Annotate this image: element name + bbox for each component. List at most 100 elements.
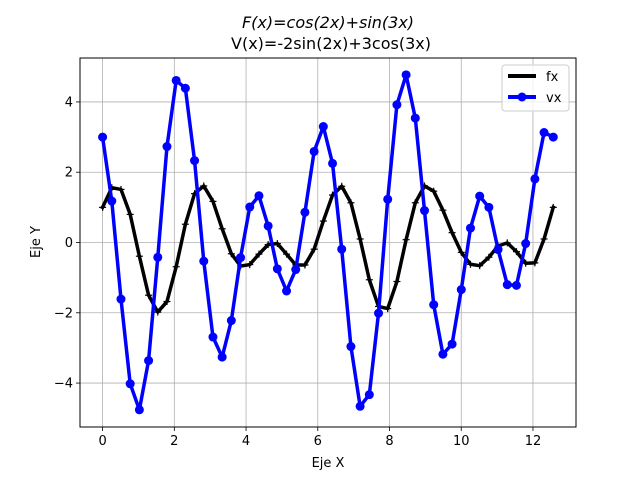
data-point-vx: [217, 352, 227, 362]
x-tick-label: 10: [453, 434, 470, 449]
data-point-vx: [401, 70, 411, 80]
data-point-vx: [539, 128, 549, 138]
data-point-fx: [347, 199, 355, 207]
ticks: 0 2 4 6 8 10 12 −4 −2 0 2 4: [54, 95, 541, 449]
data-point-vx: [245, 202, 255, 212]
data-point-fx: [301, 261, 309, 269]
data-point-fx: [310, 245, 318, 253]
data-point-fx: [365, 276, 373, 284]
data-point-vx: [263, 221, 273, 231]
legend-fx-label: fx: [546, 70, 559, 85]
data-point-vx: [447, 339, 457, 349]
y-tick-label: 4: [65, 95, 73, 110]
data-point-fx: [476, 262, 484, 270]
data-point-fx: [411, 199, 419, 207]
data-point-vx: [125, 379, 135, 389]
data-point-vx: [456, 285, 466, 295]
y-tick-label: −2: [54, 306, 73, 321]
data-point-vx: [190, 156, 200, 166]
data-point-vx: [180, 83, 190, 93]
chart-subtitle: V(x)=-2sin(2x)+3cos(3x): [231, 34, 431, 53]
grid: [80, 58, 576, 427]
y-tick-label: −4: [54, 377, 73, 392]
data-point-vx: [254, 191, 264, 201]
data-point-vx: [465, 223, 475, 233]
data-point-vx: [530, 174, 540, 184]
data-point-fx: [181, 220, 189, 228]
data-point-vx: [272, 264, 282, 274]
data-point-vx: [98, 132, 108, 142]
y-tick-label: 0: [65, 236, 73, 251]
data-point-vx: [226, 316, 236, 326]
data-point-vx: [475, 191, 485, 201]
data-point-vx: [236, 253, 246, 263]
data-point-vx: [171, 75, 181, 85]
x-tick-label: 0: [98, 434, 106, 449]
legend-vx-label: vx: [546, 91, 562, 106]
data-point-vx: [144, 356, 154, 366]
data-point-fx: [448, 229, 456, 237]
legend-vx-marker: [517, 92, 527, 102]
data-point-fx: [227, 250, 235, 258]
data-point-vx: [548, 132, 558, 142]
data-point-vx: [337, 244, 347, 254]
data-point-fx: [338, 182, 346, 190]
data-point-fx: [439, 206, 447, 214]
data-point-vx: [153, 252, 163, 262]
data-point-vx: [346, 342, 356, 352]
y-tick-label: 2: [65, 166, 73, 181]
data-point-vx: [502, 280, 512, 290]
data-point-fx: [283, 250, 291, 258]
data-point-fx: [356, 235, 364, 243]
data-point-fx: [172, 263, 180, 271]
data-point-fx: [512, 248, 520, 256]
data-point-vx: [199, 256, 209, 266]
data-point-fx: [384, 305, 392, 313]
data-point-vx: [328, 158, 338, 168]
data-point-fx: [402, 236, 410, 244]
data-point-fx: [209, 197, 217, 205]
data-point-vx: [374, 308, 384, 318]
data-point-vx: [318, 122, 328, 132]
x-tick-label: 2: [170, 434, 178, 449]
y-axis-label: Eje Y: [29, 226, 44, 258]
data-point-fx: [503, 239, 511, 247]
data-point-vx: [107, 196, 117, 206]
data-point-vx: [134, 405, 144, 415]
data-point-fx: [522, 259, 530, 267]
data-point-vx: [300, 207, 310, 217]
data-point-fx: [319, 217, 327, 225]
data-point-fx: [135, 252, 143, 260]
data-point-fx: [126, 210, 134, 218]
data-point-fx: [549, 203, 557, 211]
data-point-fx: [163, 298, 171, 306]
data-point-vx: [419, 206, 429, 216]
data-point-fx: [273, 240, 281, 248]
data-point-fx: [540, 235, 548, 243]
data-point-fx: [531, 259, 539, 267]
data-point-fx: [393, 278, 401, 286]
data-point-fx: [99, 203, 107, 211]
data-point-fx: [154, 308, 162, 316]
data-point-fx: [246, 261, 254, 269]
data-point-vx: [511, 280, 521, 290]
data-point-vx: [493, 245, 503, 255]
x-tick-label: 6: [314, 434, 322, 449]
chart-title: F(x)=cos(2x)+sin(3x): [242, 13, 414, 32]
data-point-vx: [429, 300, 439, 310]
data-point-vx: [162, 142, 172, 152]
data-point-vx: [291, 265, 301, 275]
legend: fx vx: [501, 64, 570, 112]
data-point-vx: [116, 294, 126, 304]
x-axis-label: Eje X: [312, 456, 345, 471]
data-point-fx: [466, 260, 474, 268]
data-point-vx: [392, 100, 402, 110]
data-point-vx: [521, 239, 531, 249]
data-point-vx: [383, 194, 393, 204]
data-point-vx: [355, 401, 365, 411]
data-point-vx: [410, 113, 420, 123]
data-point-fx: [145, 291, 153, 299]
data-point-vx: [282, 286, 292, 296]
data-point-vx: [484, 202, 494, 212]
